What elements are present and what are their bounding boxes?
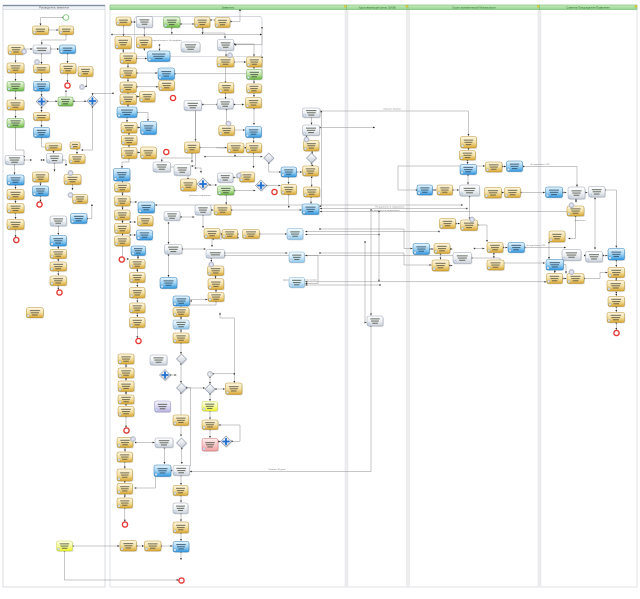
- svg-text:Удостоверяющий центр СМЭВ: Удостоверяющий центр СМЭВ: [359, 6, 396, 10]
- svg-text:Доработка: Доработка: [575, 220, 587, 222]
- svg-text:Не доработка и переработка: Не доработка и переработка: [375, 207, 405, 209]
- svg-text:Руководитель заявителя: Руководитель заявителя: [39, 6, 69, 10]
- svg-text:Прошло 14 дней: Прошло 14 дней: [384, 108, 402, 111]
- svg-text:Не доработка СЗК: Не доработка СЗК: [531, 164, 550, 166]
- svg-text:Повторный запуск с Интерфейса: Повторный запуск с Интерфейса: [148, 39, 182, 42]
- svg-text:Заявитель: Заявитель: [222, 6, 235, 10]
- svg-text:Добавить параметры: Добавить параметры: [189, 195, 211, 197]
- svg-text:Отдел экономической безопаснос: Отдел экономической безопасности: [452, 6, 496, 10]
- svg-text:Советник Председателя Правлени: Советник Председателя Правления: [566, 6, 610, 10]
- svg-text:Не доработка и переработка: Не доработка и переработка: [370, 210, 400, 212]
- svg-text:Не доработка СЗК: Не доработка СЗК: [527, 245, 546, 247]
- svg-text:Прошло 30 дней: Прошло 30 дней: [269, 468, 287, 471]
